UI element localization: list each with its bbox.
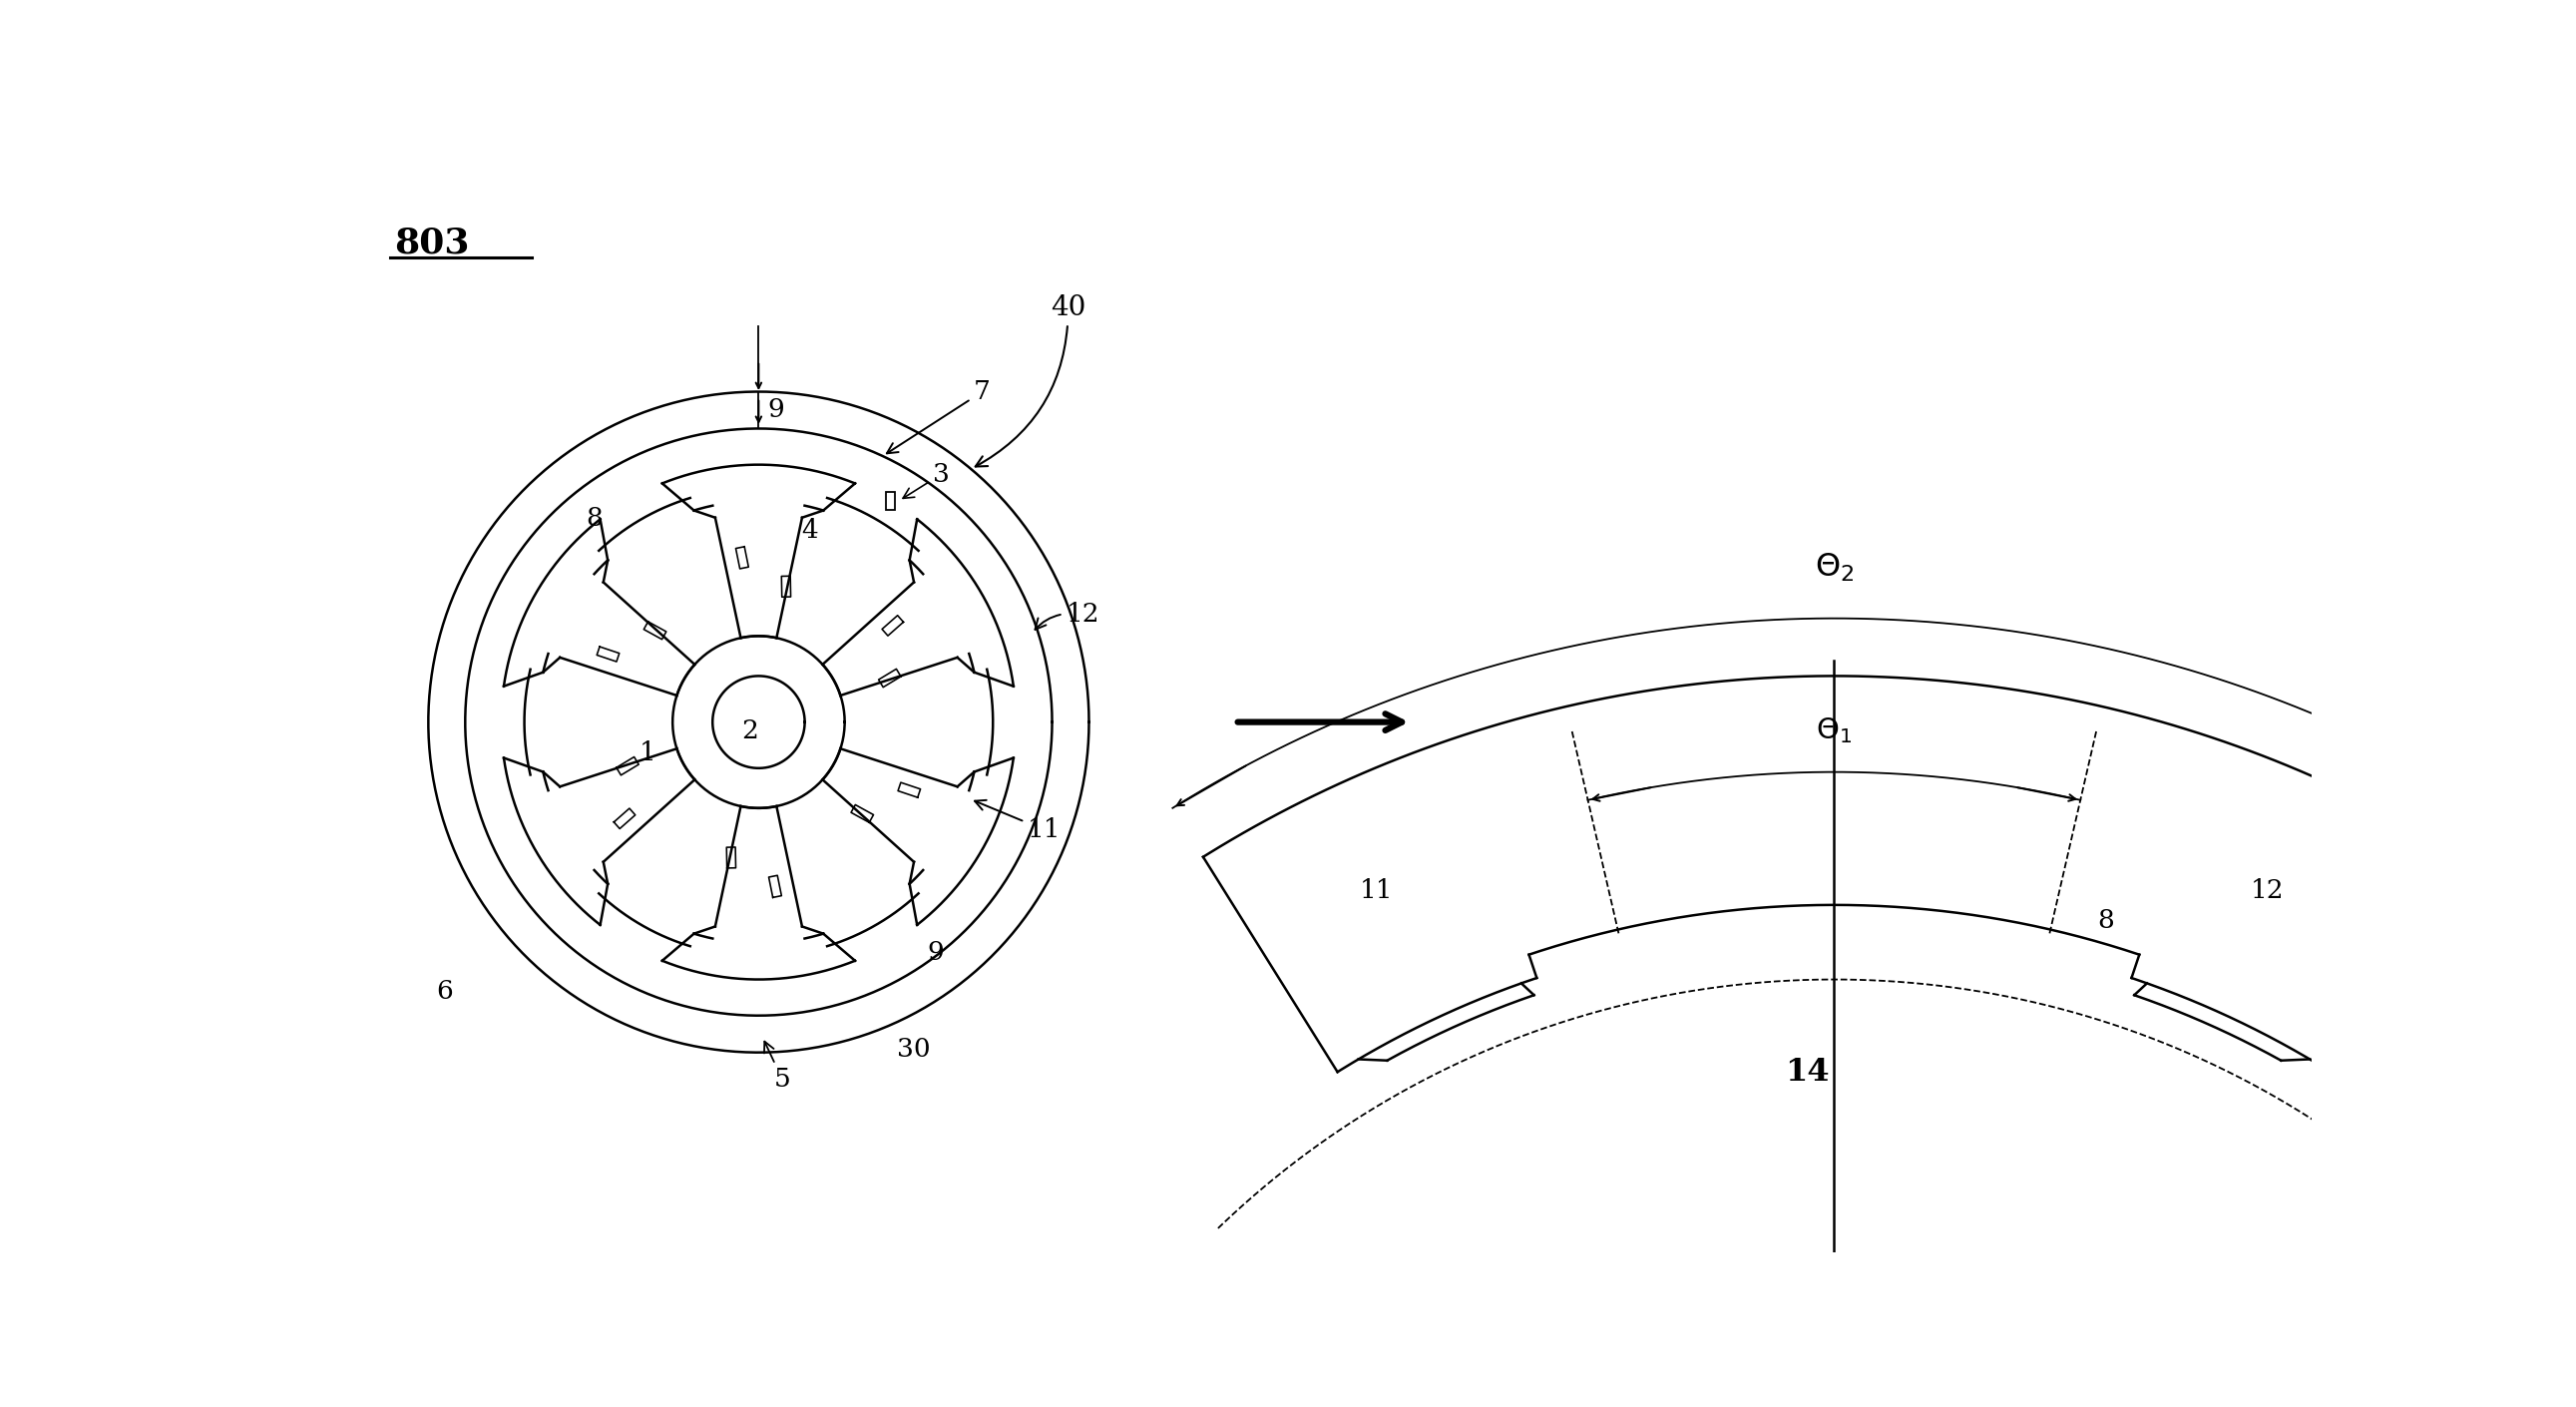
Text: 11: 11 [1360, 878, 1394, 903]
Text: 5: 5 [765, 1041, 791, 1092]
Text: 7: 7 [886, 380, 992, 453]
Text: 803: 803 [394, 227, 469, 260]
Text: 6: 6 [435, 979, 453, 1003]
Text: 4: 4 [801, 518, 817, 543]
Text: 8: 8 [2097, 908, 2115, 933]
Text: 40: 40 [976, 294, 1087, 467]
Text: 2: 2 [742, 719, 757, 744]
Text: 8: 8 [585, 507, 603, 530]
Text: 12: 12 [1036, 602, 1100, 629]
Text: 14: 14 [1785, 1057, 1829, 1088]
Text: 3: 3 [904, 461, 951, 498]
Text: $\Theta_1$: $\Theta_1$ [1816, 715, 1852, 746]
Text: $\Theta_2$: $\Theta_2$ [1814, 552, 1855, 584]
Text: 30: 30 [896, 1037, 930, 1061]
Text: 11: 11 [974, 801, 1061, 843]
Text: 9: 9 [927, 940, 945, 965]
Bar [886, 491, 896, 509]
Text: 9: 9 [768, 398, 786, 422]
Text: 12: 12 [2251, 878, 2285, 903]
Text: 1: 1 [639, 740, 657, 765]
